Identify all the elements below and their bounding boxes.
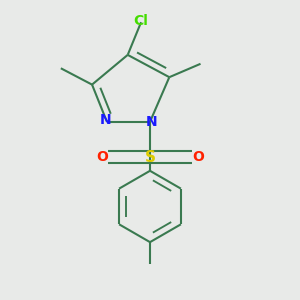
Text: Cl: Cl (134, 14, 148, 28)
Text: S: S (145, 150, 155, 165)
Text: O: O (96, 150, 108, 164)
Text: O: O (192, 150, 204, 164)
Text: N: N (100, 113, 111, 127)
Text: N: N (146, 115, 157, 129)
